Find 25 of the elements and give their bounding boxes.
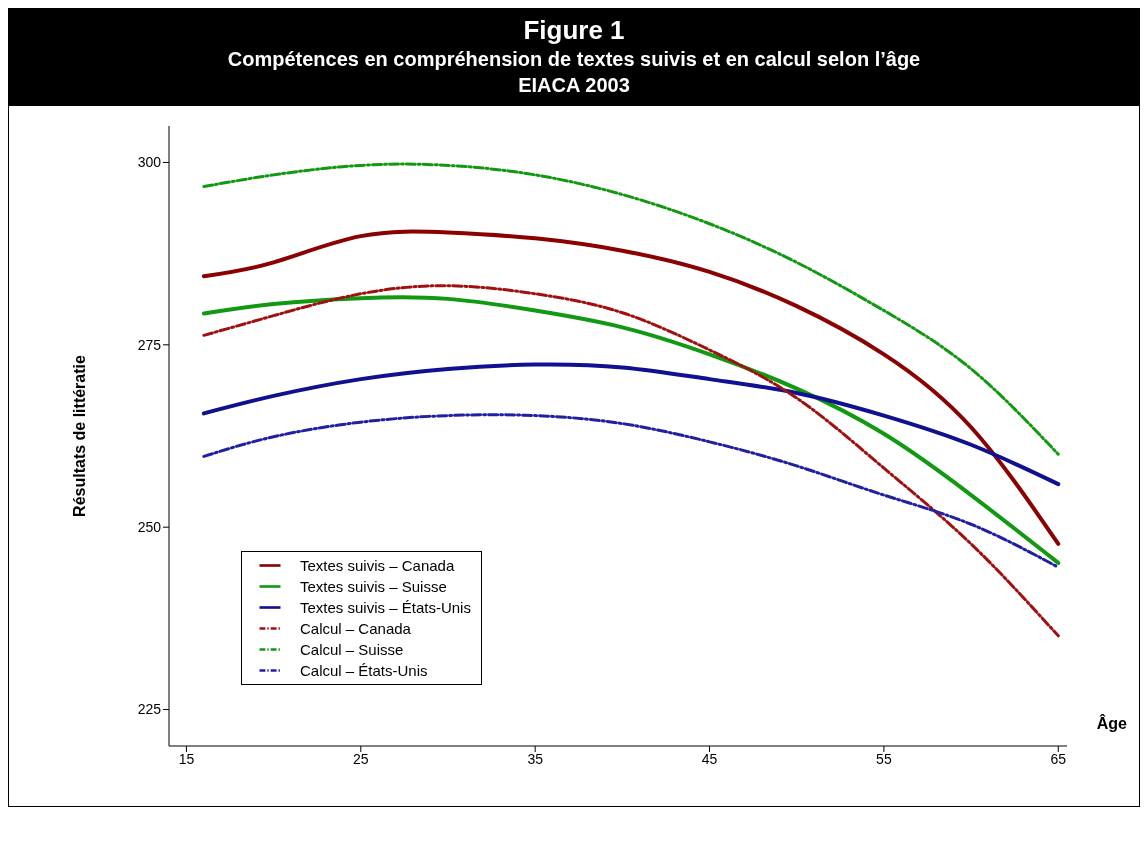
y-tick-label: 300 (137, 154, 162, 171)
legend-label: Calcul – Suisse (300, 641, 404, 658)
x-axis-title: Âge (1096, 714, 1128, 733)
line-series (202, 162, 1060, 456)
line-series (201, 229, 1061, 546)
legend-label: Calcul – États-Unis (300, 662, 428, 679)
x-tick-label: 55 (876, 750, 892, 767)
y-tick-label: 250 (137, 519, 162, 536)
x-tick-label: 15 (178, 750, 195, 767)
y-tick-label: 225 (137, 701, 162, 718)
x-tick-label: 65 (1050, 750, 1067, 767)
line-series (201, 362, 1061, 487)
legend-label: Calcul – Canada (300, 620, 411, 637)
y-tick-label: 275 (137, 336, 162, 353)
x-tick-label: 35 (527, 750, 544, 767)
x-tick-label: 45 (701, 750, 718, 767)
line-series (202, 413, 1060, 569)
y-axis-title: Résultats de littératie (70, 354, 88, 517)
chart-subtitle: Compétences en compréhension de textes suivis et en calcul selon l’âge EIACA 2003 (226, 47, 922, 98)
chart-title: Figure 1 (522, 15, 626, 46)
legend-label: Textes suivis – États-Unis (300, 599, 471, 616)
line-series (202, 284, 1060, 638)
legend-label: Textes suivis – Suisse (300, 578, 447, 595)
x-tick-label: 25 (353, 750, 369, 767)
legend-label: Textes suivis – Canada (300, 557, 455, 574)
